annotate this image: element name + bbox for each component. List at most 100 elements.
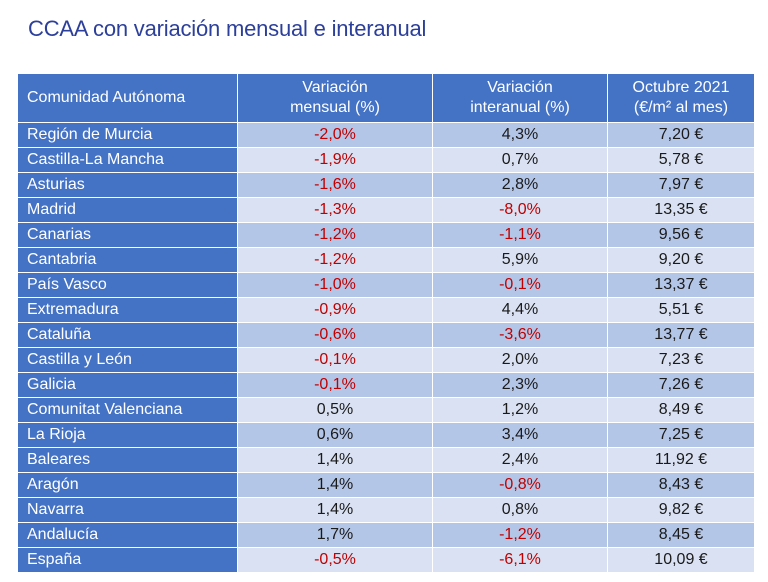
cell-monthly: -0,1% (238, 347, 433, 372)
table-row: Comunitat Valenciana 0,5% 1,2% 8,49 € (18, 397, 754, 422)
cell-price: 8,43 € (608, 472, 754, 497)
table-row: Galicia -0,1% 2,3% 7,26 € (18, 372, 754, 397)
cell-region: Castilla y León (18, 347, 238, 372)
cell-annual: -3,6% (433, 322, 608, 347)
table-row: País Vasco -1,0% -0,1% 13,37 € (18, 272, 754, 297)
table-row: Andalucía 1,7% -1,2% 8,45 € (18, 522, 754, 547)
cell-monthly: -1,6% (238, 172, 433, 197)
cell-price: 9,82 € (608, 497, 754, 522)
cell-annual: 1,2% (433, 397, 608, 422)
cell-region: Navarra (18, 497, 238, 522)
cell-monthly: -1,3% (238, 197, 433, 222)
table-row: Cantabria -1,2% 5,9% 9,20 € (18, 247, 754, 272)
cell-annual: 4,4% (433, 297, 608, 322)
cell-annual: -8,0% (433, 197, 608, 222)
cell-region: Cantabria (18, 247, 238, 272)
cell-region: Baleares (18, 447, 238, 472)
cell-annual: -0,8% (433, 472, 608, 497)
header-annual-line1: Variación (487, 79, 553, 96)
cell-price: 9,56 € (608, 222, 754, 247)
table-row: La Rioja 0,6% 3,4% 7,25 € (18, 422, 754, 447)
table-row: Castilla-La Mancha -1,9% 0,7% 5,78 € (18, 147, 754, 172)
table-row: España -0,5% -6,1% 10,09 € (18, 547, 754, 572)
cell-region: Cataluña (18, 322, 238, 347)
header-monthly-line2: mensual (%) (290, 99, 380, 116)
page-title: CCAA con variación mensual e interanual (28, 16, 427, 41)
table-row: Madrid -1,3% -8,0% 13,35 € (18, 197, 754, 222)
cell-region: Andalucía (18, 522, 238, 547)
cell-price: 13,37 € (608, 272, 754, 297)
cell-region: Madrid (18, 197, 238, 222)
cell-monthly: -0,9% (238, 297, 433, 322)
cell-price: 11,92 € (608, 447, 754, 472)
cell-monthly: -0,1% (238, 372, 433, 397)
table-row: Baleares 1,4% 2,4% 11,92 € (18, 447, 754, 472)
cell-annual: 2,4% (433, 447, 608, 472)
cell-monthly: 1,4% (238, 472, 433, 497)
cell-price: 13,35 € (608, 197, 754, 222)
cell-annual: -0,1% (433, 272, 608, 297)
cell-monthly: 1,4% (238, 447, 433, 472)
cell-price: 13,77 € (608, 322, 754, 347)
cell-monthly: -2,0% (238, 122, 433, 147)
cell-region: España (18, 547, 238, 572)
header-price-line2: (€/m² al mes) (633, 99, 729, 116)
cell-annual: 3,4% (433, 422, 608, 447)
cell-price: 7,97 € (608, 172, 754, 197)
cell-region: Castilla-La Mancha (18, 147, 238, 172)
cell-annual: 5,9% (433, 247, 608, 272)
header-monthly-line1: Variación (302, 79, 368, 96)
header-region: Comunidad Autónoma (18, 74, 238, 122)
cell-monthly: -0,5% (238, 547, 433, 572)
cell-price: 7,26 € (608, 372, 754, 397)
cell-annual: 4,3% (433, 122, 608, 147)
header-monthly: Variación mensual (%) (238, 74, 433, 122)
table-row: Extremadura -0,9% 4,4% 5,51 € (18, 297, 754, 322)
cell-region: Extremadura (18, 297, 238, 322)
table-row: Región de Murcia -2,0% 4,3% 7,20 € (18, 122, 754, 147)
cell-price: 7,20 € (608, 122, 754, 147)
cell-price: 9,20 € (608, 247, 754, 272)
cell-region: Región de Murcia (18, 122, 238, 147)
cell-annual: 0,7% (433, 147, 608, 172)
cell-annual: -1,2% (433, 522, 608, 547)
cell-region: Asturias (18, 172, 238, 197)
header-annual-line2: interanual (%) (470, 99, 570, 116)
cell-region: Canarias (18, 222, 238, 247)
cell-annual: -1,1% (433, 222, 608, 247)
cell-price: 8,49 € (608, 397, 754, 422)
table-row: Castilla y León -0,1% 2,0% 7,23 € (18, 347, 754, 372)
cell-annual: 2,8% (433, 172, 608, 197)
cell-monthly: -1,0% (238, 272, 433, 297)
cell-monthly: 0,5% (238, 397, 433, 422)
table-header-row: Comunidad Autónoma Variación mensual (%)… (18, 74, 754, 122)
cell-monthly: -1,9% (238, 147, 433, 172)
cell-price: 8,45 € (608, 522, 754, 547)
cell-region: La Rioja (18, 422, 238, 447)
cell-price: 5,78 € (608, 147, 754, 172)
cell-monthly: 0,6% (238, 422, 433, 447)
cell-region: País Vasco (18, 272, 238, 297)
cell-region: Aragón (18, 472, 238, 497)
table-row: Navarra 1,4% 0,8% 9,82 € (18, 497, 754, 522)
cell-monthly: -1,2% (238, 247, 433, 272)
cell-price: 5,51 € (608, 297, 754, 322)
cell-region: Galicia (18, 372, 238, 397)
header-annual: Variación interanual (%) (433, 74, 608, 122)
table-row: Canarias -1,2% -1,1% 9,56 € (18, 222, 754, 247)
cell-monthly: -1,2% (238, 222, 433, 247)
table-row: Asturias -1,6% 2,8% 7,97 € (18, 172, 754, 197)
cell-annual: 2,0% (433, 347, 608, 372)
table-row: Cataluña -0,6% -3,6% 13,77 € (18, 322, 754, 347)
cell-monthly: 1,4% (238, 497, 433, 522)
header-price: Octubre 2021 (€/m² al mes) (608, 74, 754, 122)
cell-monthly: 1,7% (238, 522, 433, 547)
cell-annual: 0,8% (433, 497, 608, 522)
cell-annual: 2,3% (433, 372, 608, 397)
cell-annual: -6,1% (433, 547, 608, 572)
cell-price: 10,09 € (608, 547, 754, 572)
cell-monthly: -0,6% (238, 322, 433, 347)
ccaa-table: Comunidad Autónoma Variación mensual (%)… (18, 74, 754, 572)
cell-price: 7,23 € (608, 347, 754, 372)
table-row: Aragón 1,4% -0,8% 8,43 € (18, 472, 754, 497)
